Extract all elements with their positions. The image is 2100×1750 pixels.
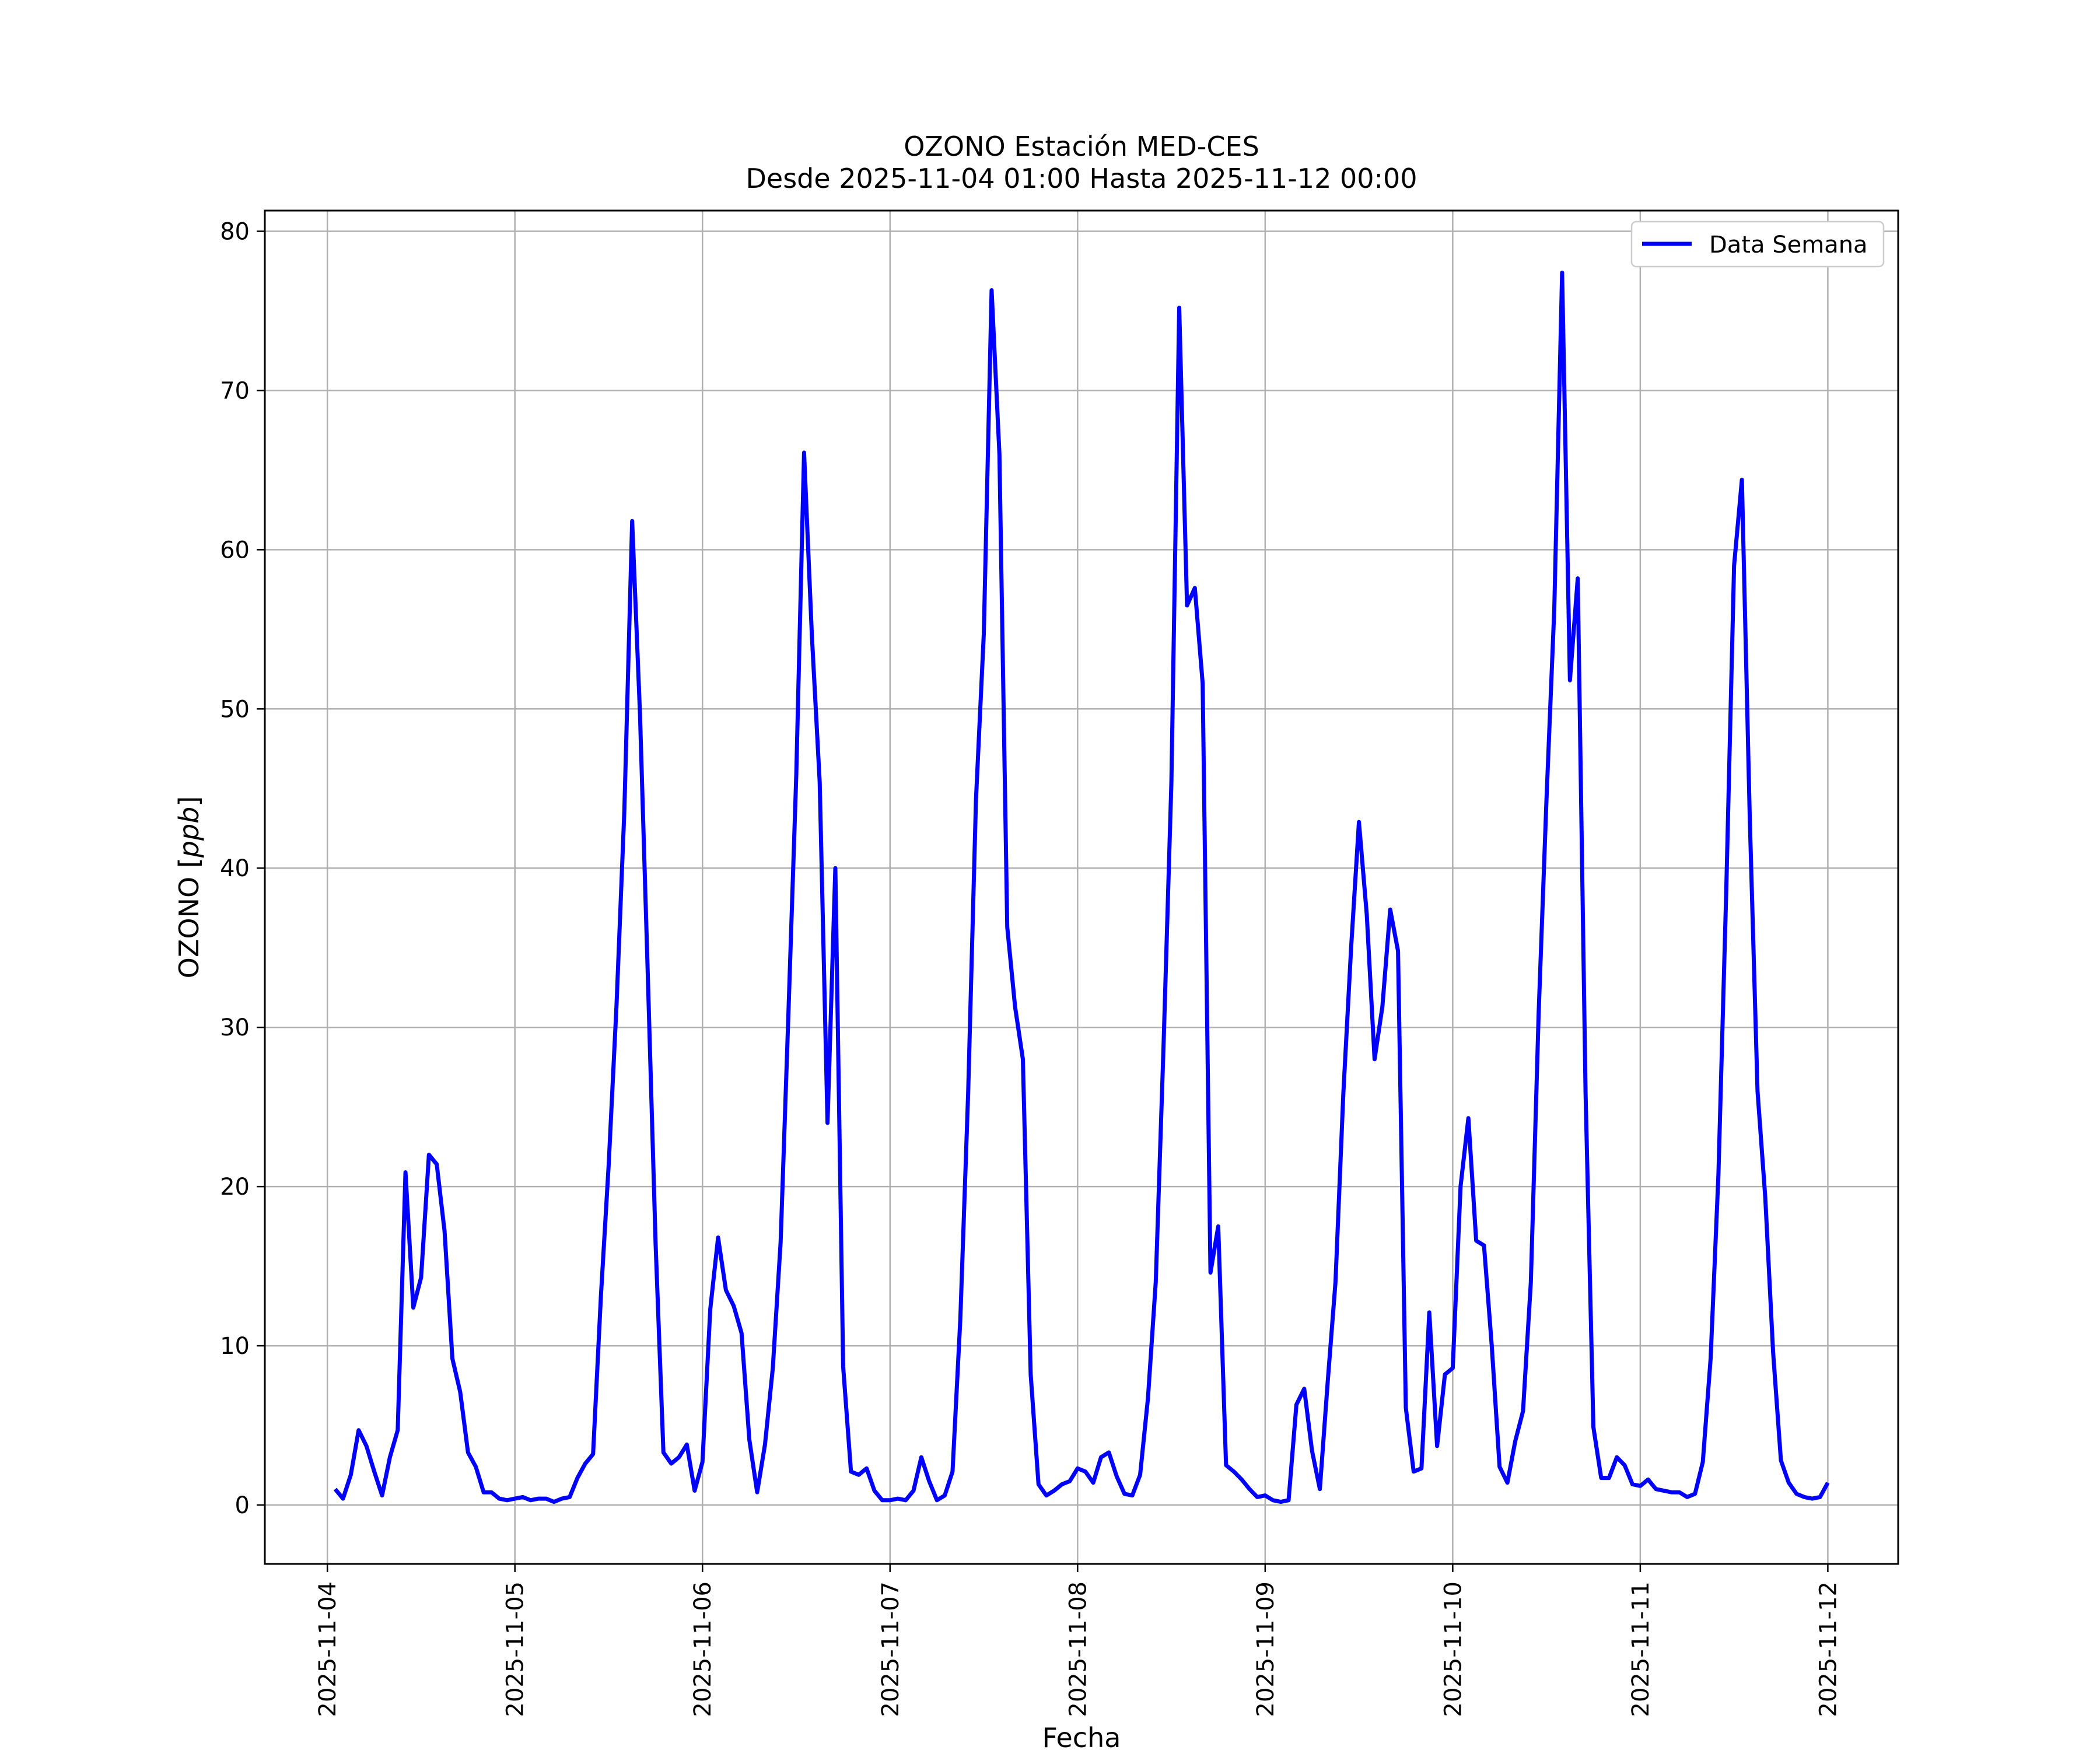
x-axis-label: Fecha	[1042, 1722, 1121, 1750]
chart-subtitle: Desde 2025-11-04 01:00 Hasta 2025-11-12 …	[746, 163, 1417, 194]
y-axis-label-text: OZONO [	[173, 858, 205, 978]
axis-ticks: 2025-11-04 2025-11-05 2025-11-06 2025-11-07…	[220, 218, 1842, 1717]
y-tick-label: 50	[220, 696, 250, 723]
y-tick-label: 60	[220, 537, 250, 564]
y-axis-label-unit: ppb	[173, 807, 205, 859]
y-tick-label: 0	[235, 1492, 250, 1519]
data-line	[333, 270, 1830, 1504]
legend-label: Data Semana	[1709, 232, 1868, 258]
x-tick-label: 2025-11-07	[877, 1581, 904, 1717]
y-tick-label: 40	[220, 855, 250, 882]
x-tick-label: 2025-11-08	[1065, 1581, 1091, 1717]
y-axis-label-close: ]	[173, 796, 205, 807]
y-axis-label: OZONO [ppb]	[173, 796, 205, 979]
y-tick-label: 20	[220, 1174, 250, 1200]
x-tick-label: 2025-11-12	[1815, 1581, 1842, 1717]
series-line-0	[333, 270, 1830, 1504]
x-tick-label: 2025-11-05	[502, 1581, 529, 1717]
y-tick-label: 30	[220, 1014, 250, 1041]
plot-frame	[264, 209, 1899, 1565]
x-tick-label: 2025-11-04	[314, 1581, 341, 1717]
chart-title: OZONO Estación MED-CES	[904, 131, 1259, 162]
y-tick-label: 10	[220, 1333, 250, 1360]
legend: Data Semana	[1630, 220, 1885, 268]
legend-box	[1630, 220, 1885, 268]
x-tick-label: 2025-11-06	[690, 1581, 716, 1717]
x-tick-label: 2025-11-11	[1628, 1581, 1654, 1717]
x-tick-label: 2025-11-09	[1252, 1581, 1279, 1717]
x-tick-label: 2025-11-10	[1440, 1581, 1466, 1717]
grid-lines	[265, 211, 1898, 1564]
y-tick-label: 70	[220, 377, 250, 404]
y-tick-label: 80	[220, 218, 250, 245]
